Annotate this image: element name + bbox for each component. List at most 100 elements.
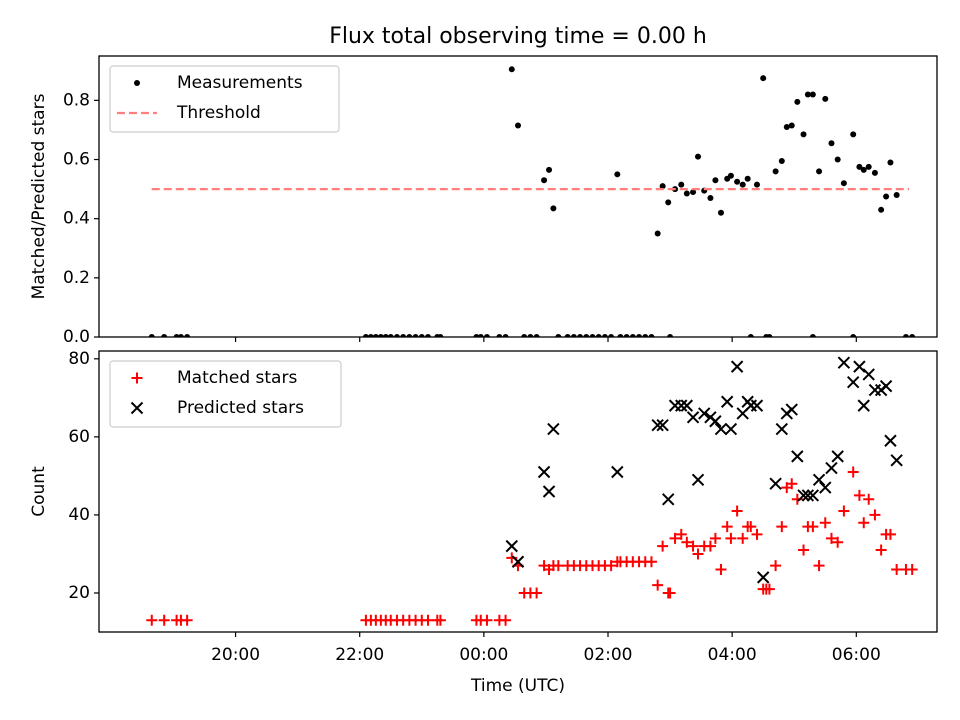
predicted-point — [890, 454, 903, 467]
matched-point — [692, 548, 704, 560]
ratio-axes-frame — [98, 55, 938, 338]
measurement-point — [382, 334, 389, 337]
measurement-point — [483, 334, 490, 337]
measurement-point — [860, 166, 867, 173]
measurement-point — [477, 334, 484, 337]
counts-plot-area — [146, 356, 918, 626]
measurement-point — [794, 98, 801, 105]
predicted-point — [750, 399, 764, 412]
legend-marker-dot — [134, 80, 140, 86]
predicted-point — [831, 450, 844, 463]
matched-point — [869, 509, 881, 521]
y-tick-label: 0.2 — [63, 268, 90, 288]
ratio-y-axis-label: Matched/Predicted stars — [29, 93, 49, 299]
measurement-point — [659, 183, 666, 190]
measurement-point — [654, 230, 661, 237]
measurement-point — [834, 156, 841, 163]
legend-marker-plus — [131, 372, 143, 384]
counts-legend: Matched stars Predicted stars — [109, 360, 342, 428]
measurement-point — [502, 334, 509, 337]
y-tick-label: 0.4 — [63, 209, 90, 229]
measurement-point — [496, 334, 503, 337]
measurement-point — [623, 334, 630, 337]
measurement-point — [822, 95, 829, 102]
matched-point — [737, 532, 749, 544]
matched-point — [847, 466, 859, 478]
predicted-point — [714, 422, 728, 436]
matched-point — [481, 614, 493, 626]
measurement-point — [665, 199, 672, 206]
x-tick-label: 06:00 — [832, 645, 881, 665]
predicted-point — [720, 395, 734, 408]
x-tick-label: 20:00 — [211, 645, 260, 665]
measurement-point — [772, 168, 779, 175]
measurement-point — [184, 334, 191, 337]
matched-point — [605, 560, 617, 572]
predicted-point — [537, 465, 551, 479]
measurement-point — [550, 205, 557, 212]
measurement-point — [850, 131, 857, 138]
measurement-point — [744, 175, 751, 182]
matched-point — [891, 564, 903, 576]
measurement-point — [515, 122, 521, 129]
measurement-point — [161, 334, 168, 337]
measurement-point — [893, 192, 900, 199]
measurement-point — [400, 334, 407, 337]
legend-label: Predicted stars — [177, 398, 304, 418]
matched-point — [786, 478, 798, 490]
predicted-point — [611, 465, 624, 479]
measurement-point — [734, 178, 741, 185]
measurement-point — [546, 166, 553, 173]
matched-point — [664, 587, 676, 599]
measurement-point — [555, 334, 562, 337]
measurement-point — [372, 334, 379, 337]
y-tick-label: 0.6 — [63, 150, 90, 170]
counts-y-axis-label: Count — [29, 466, 49, 517]
matched-point — [422, 614, 434, 626]
predicted-point — [511, 555, 525, 568]
matched-point — [645, 556, 657, 568]
measurement-point — [683, 190, 690, 197]
matched-point — [884, 528, 896, 540]
matched-point — [675, 528, 687, 540]
measurement-point — [595, 334, 602, 337]
measurement-point — [828, 140, 835, 147]
x-tick-label: 02:00 — [584, 645, 633, 665]
predicted-point — [862, 368, 875, 381]
x-tick-label: 00:00 — [459, 645, 508, 665]
predicted-point — [879, 379, 893, 393]
legend-label: Matched stars — [177, 368, 297, 388]
matched-point — [807, 521, 819, 533]
matched-point — [798, 544, 810, 556]
predicted-point — [825, 461, 838, 475]
measurement-point — [629, 334, 636, 337]
measurement-point — [747, 334, 754, 337]
counts-x-axis-label: Time (UTC) — [470, 676, 565, 696]
measurement-point — [695, 153, 702, 160]
matched-point — [434, 614, 446, 626]
predicted-point — [662, 493, 675, 506]
measurement-point — [712, 177, 719, 184]
ratio-legend: Measurements Threshold — [109, 65, 340, 133]
measurement-point — [424, 334, 431, 337]
predicted-point — [857, 399, 870, 412]
predicted-point — [797, 489, 810, 502]
measurement-point — [840, 180, 847, 187]
predicted-point — [775, 422, 789, 436]
measurement-point — [617, 334, 624, 337]
matched-point — [751, 528, 763, 540]
legend-box — [109, 65, 340, 133]
legend-marker-x — [130, 401, 144, 415]
measurement-point — [690, 189, 697, 196]
measurement-point — [570, 334, 577, 337]
y-tick-label: 60 — [68, 427, 90, 447]
predicted-point — [691, 473, 705, 486]
predicted-point — [698, 407, 711, 420]
matched-point — [858, 517, 870, 529]
predicted-point — [837, 356, 851, 369]
measurement-point — [362, 334, 369, 337]
predicted-point — [819, 481, 832, 494]
measurement-point — [614, 171, 621, 178]
measurement-point — [564, 334, 571, 337]
